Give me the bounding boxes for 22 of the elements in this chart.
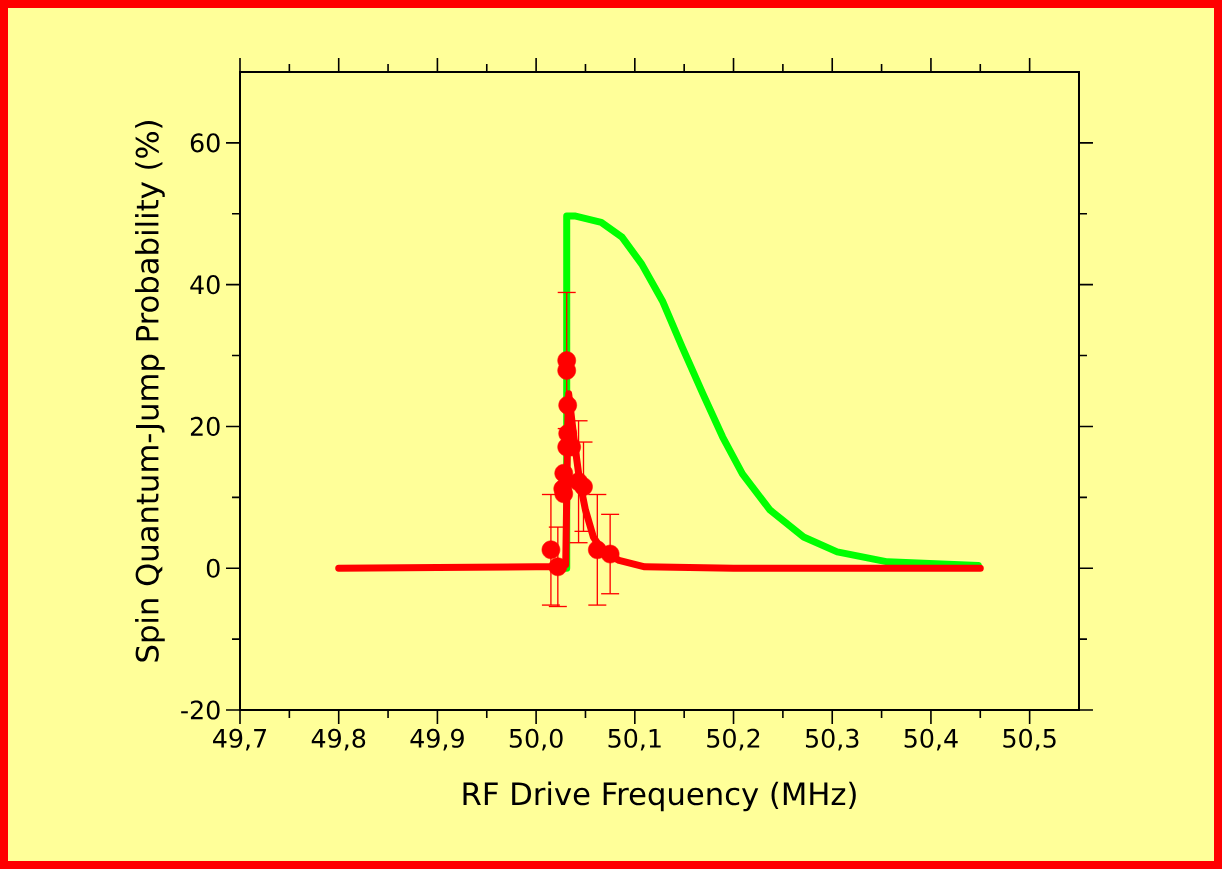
y-tick-label: -20 (181, 700, 220, 720)
point (554, 463, 574, 483)
y-tick-label: 60 (190, 133, 220, 153)
point (558, 395, 577, 415)
point (574, 477, 593, 496)
x-tick-label: 50,0 (509, 728, 563, 751)
x-tick-label: 50,1 (608, 728, 661, 751)
x-tick-label: 50,3 (805, 728, 859, 751)
point (548, 557, 568, 577)
y-tick-label: 40 (190, 275, 220, 295)
point (541, 540, 561, 560)
y-tick-label: 0 (206, 558, 220, 578)
x-tick-label: 50,5 (1003, 728, 1056, 751)
x-tick-label: 49,9 (410, 728, 464, 751)
x-axis-title: RF Drive Frequency (MHz) (463, 781, 856, 812)
x-tick-label: 49,7 (213, 728, 267, 751)
x-tick-label: 50,4 (904, 728, 958, 751)
y-axis-title: Spin Quantum-Jump Probability (%) (135, 121, 165, 662)
x-tick-label: 49,8 (311, 728, 366, 751)
x-tick-label: 50,2 (707, 728, 760, 751)
point (600, 544, 620, 564)
y-tick-label: 20 (190, 416, 220, 437)
